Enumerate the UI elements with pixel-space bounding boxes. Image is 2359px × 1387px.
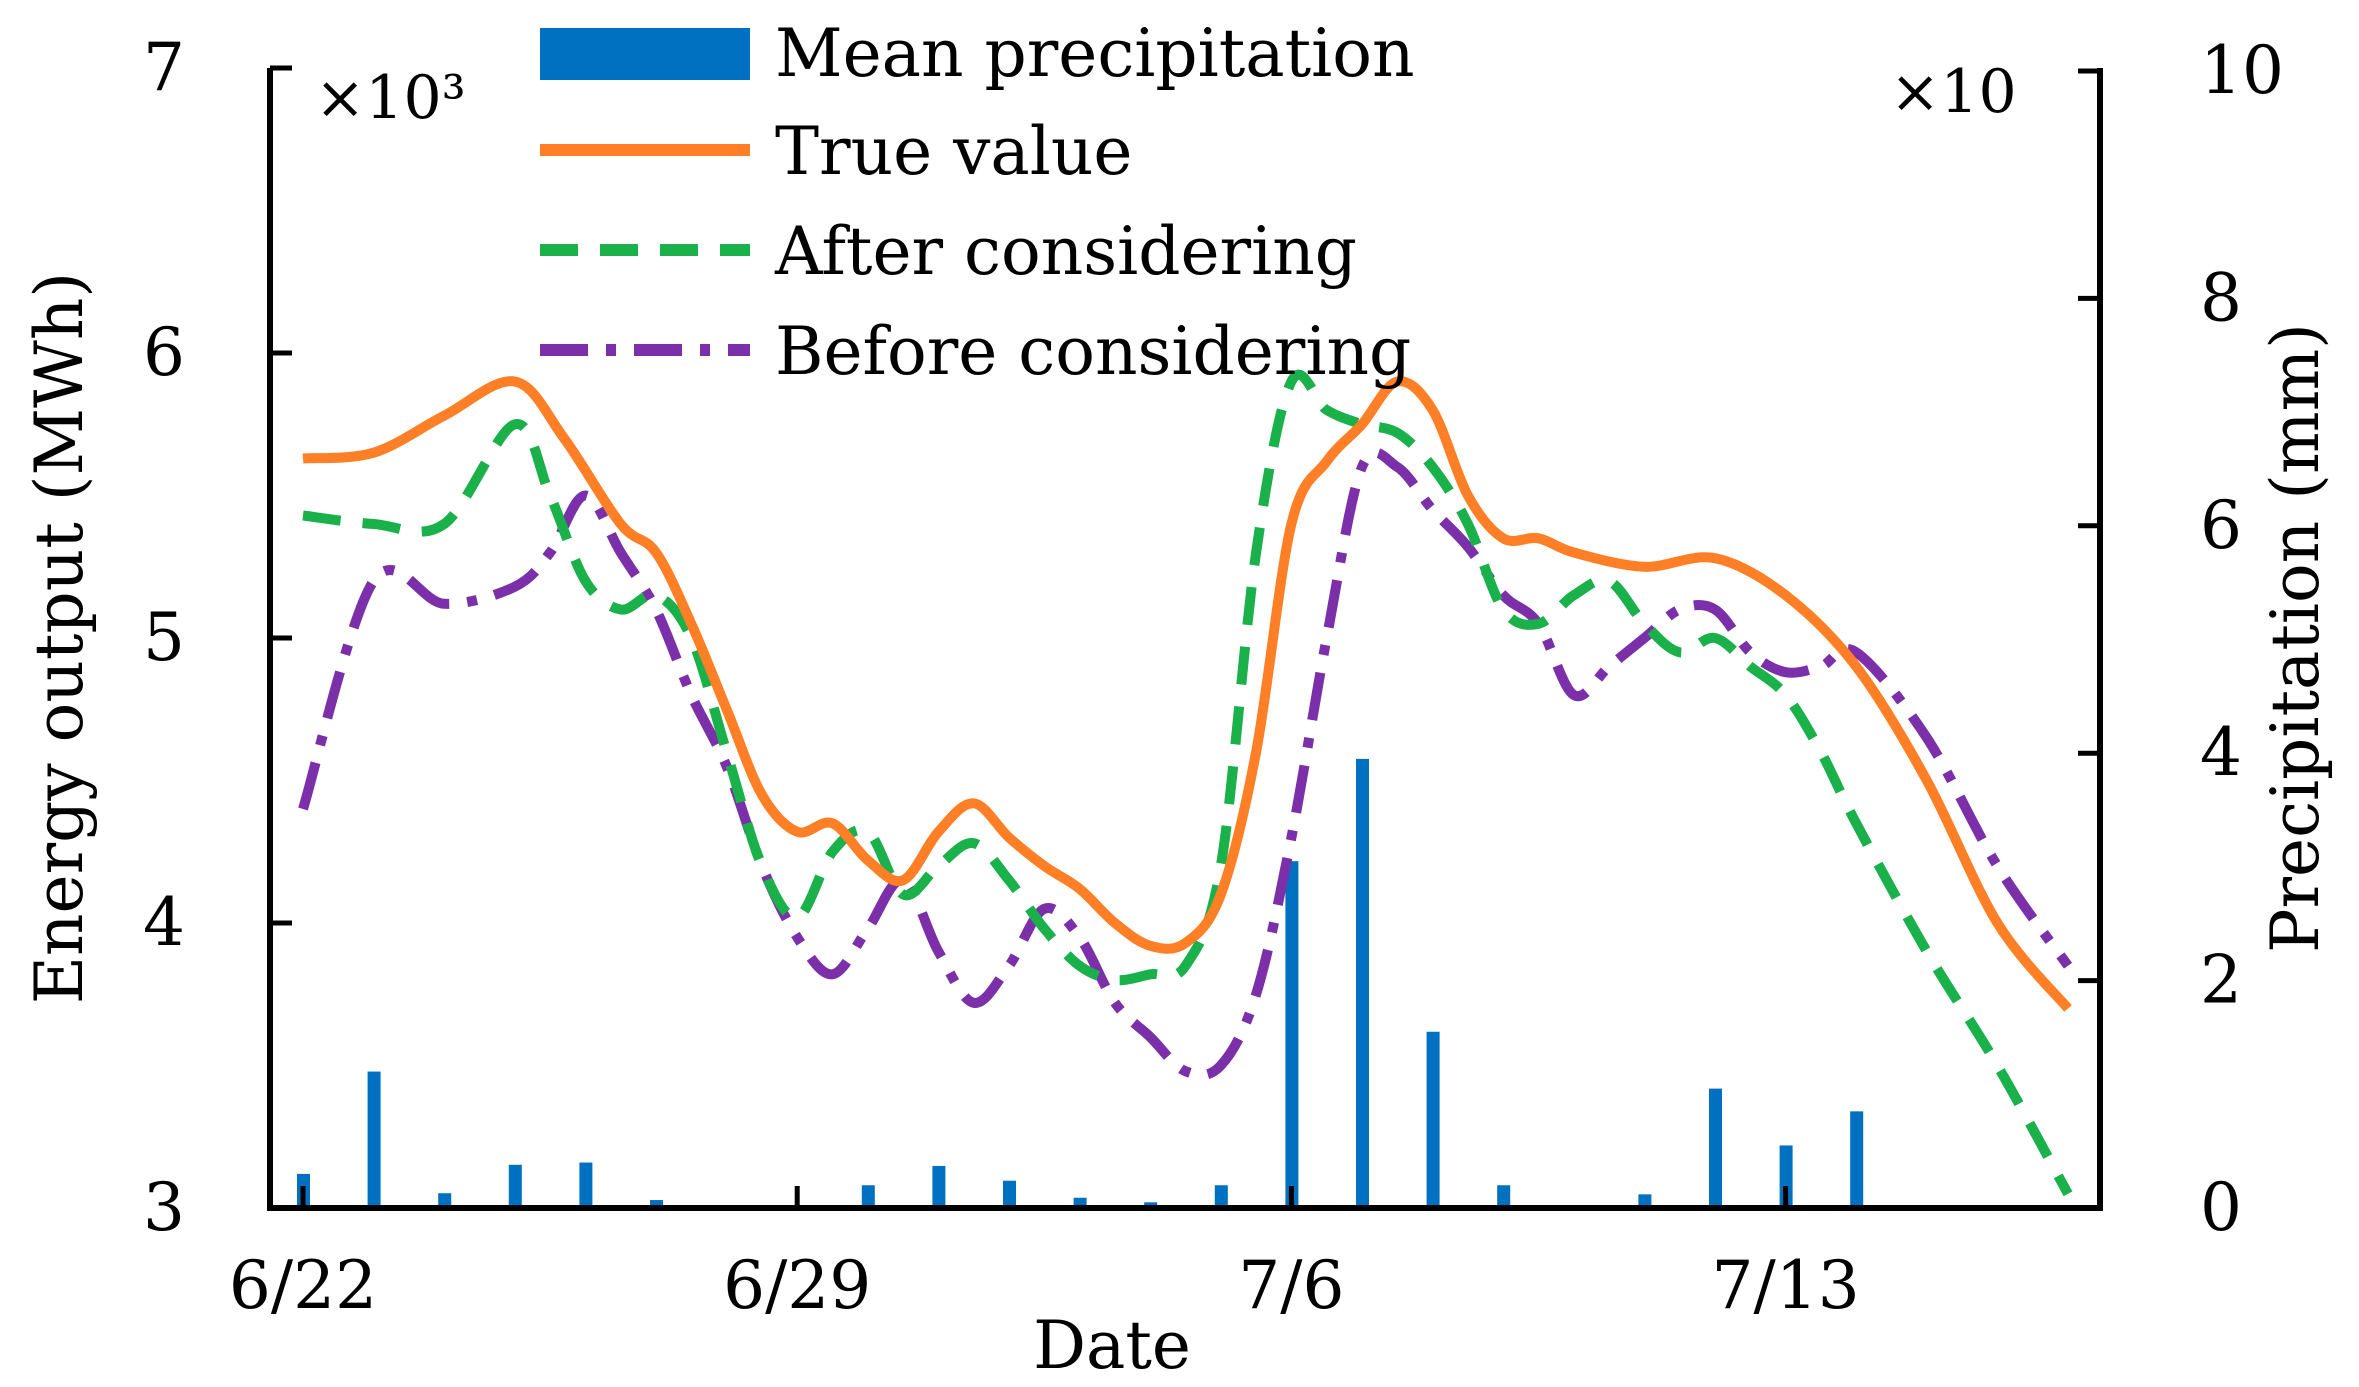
right-tick-label: 10 xyxy=(2200,32,2284,109)
left-tick-label: 6 xyxy=(143,314,185,391)
left-axis-title: Energy output (MWh) xyxy=(21,272,98,1004)
precipitation-bar xyxy=(579,1162,593,1208)
legend: Mean precipitation True value After cons… xyxy=(540,15,1415,390)
right-tick-label: 6 xyxy=(2200,487,2242,564)
series-lines xyxy=(298,369,2073,1197)
x-tick-label: 7/13 xyxy=(1711,1247,1859,1324)
precipitation-bar xyxy=(1356,758,1369,1208)
legend-label-before: Before considering xyxy=(775,313,1411,390)
precipitation-bar xyxy=(438,1193,452,1208)
legend-label-after: After considering xyxy=(774,213,1357,290)
left-tick-label: 3 xyxy=(143,1169,185,1246)
right-tick-label: 8 xyxy=(2200,259,2242,336)
right-axis-title: Precipitation (mm) xyxy=(2257,323,2334,953)
right-tick-label: 0 xyxy=(2200,1169,2242,1246)
precipitation-bar xyxy=(367,1071,381,1208)
precipitation-bars xyxy=(297,758,1864,1208)
precipitation-bar xyxy=(508,1164,522,1208)
x-tick-label: 7/6 xyxy=(1238,1247,1344,1324)
left-tick-label: 7 xyxy=(143,29,185,106)
legend-label-precipitation: Mean precipitation xyxy=(775,15,1415,92)
right-tick-label: 2 xyxy=(2200,942,2242,1019)
x-tick-label: 6/22 xyxy=(229,1247,377,1324)
before-considering-line xyxy=(298,447,2073,1080)
precipitation-bar xyxy=(1214,1185,1228,1208)
right-multiplier: ×10 xyxy=(1890,57,2017,127)
precipitation-bar xyxy=(1638,1194,1652,1208)
after-considering-line xyxy=(302,369,2073,1197)
x-axis-title: Date xyxy=(1033,1307,1191,1384)
precipitation-bar xyxy=(650,1200,663,1208)
precipitation-bar xyxy=(861,1185,875,1208)
legend-label-true: True value xyxy=(775,113,1132,190)
true-value-line xyxy=(302,376,2072,1012)
right-tick-label: 4 xyxy=(2200,714,2242,791)
precipitation-bar xyxy=(1850,1111,1864,1208)
precipitation-bar xyxy=(1497,1185,1511,1208)
precipitation-bar xyxy=(932,1165,946,1208)
legend-swatch-precipitation xyxy=(540,28,750,80)
precipitation-bar xyxy=(1426,1031,1440,1208)
axis-ticks: 3 4 5 6 7 0 2 4 6 8 10 6/22 6/29 7/6 7/13 xyxy=(143,29,2284,1324)
left-tick-label: 5 xyxy=(143,599,185,676)
precipitation-bar xyxy=(1003,1180,1016,1208)
left-tick-label: 4 xyxy=(143,884,185,961)
precipitation-bar xyxy=(1285,861,1299,1208)
precipitation-bar xyxy=(1709,1088,1722,1208)
left-multiplier: ×10³ xyxy=(315,63,466,133)
precipitation-bar xyxy=(1073,1197,1087,1208)
x-tick-label: 6/29 xyxy=(723,1247,871,1324)
precipitation-bar xyxy=(1779,1145,1793,1208)
